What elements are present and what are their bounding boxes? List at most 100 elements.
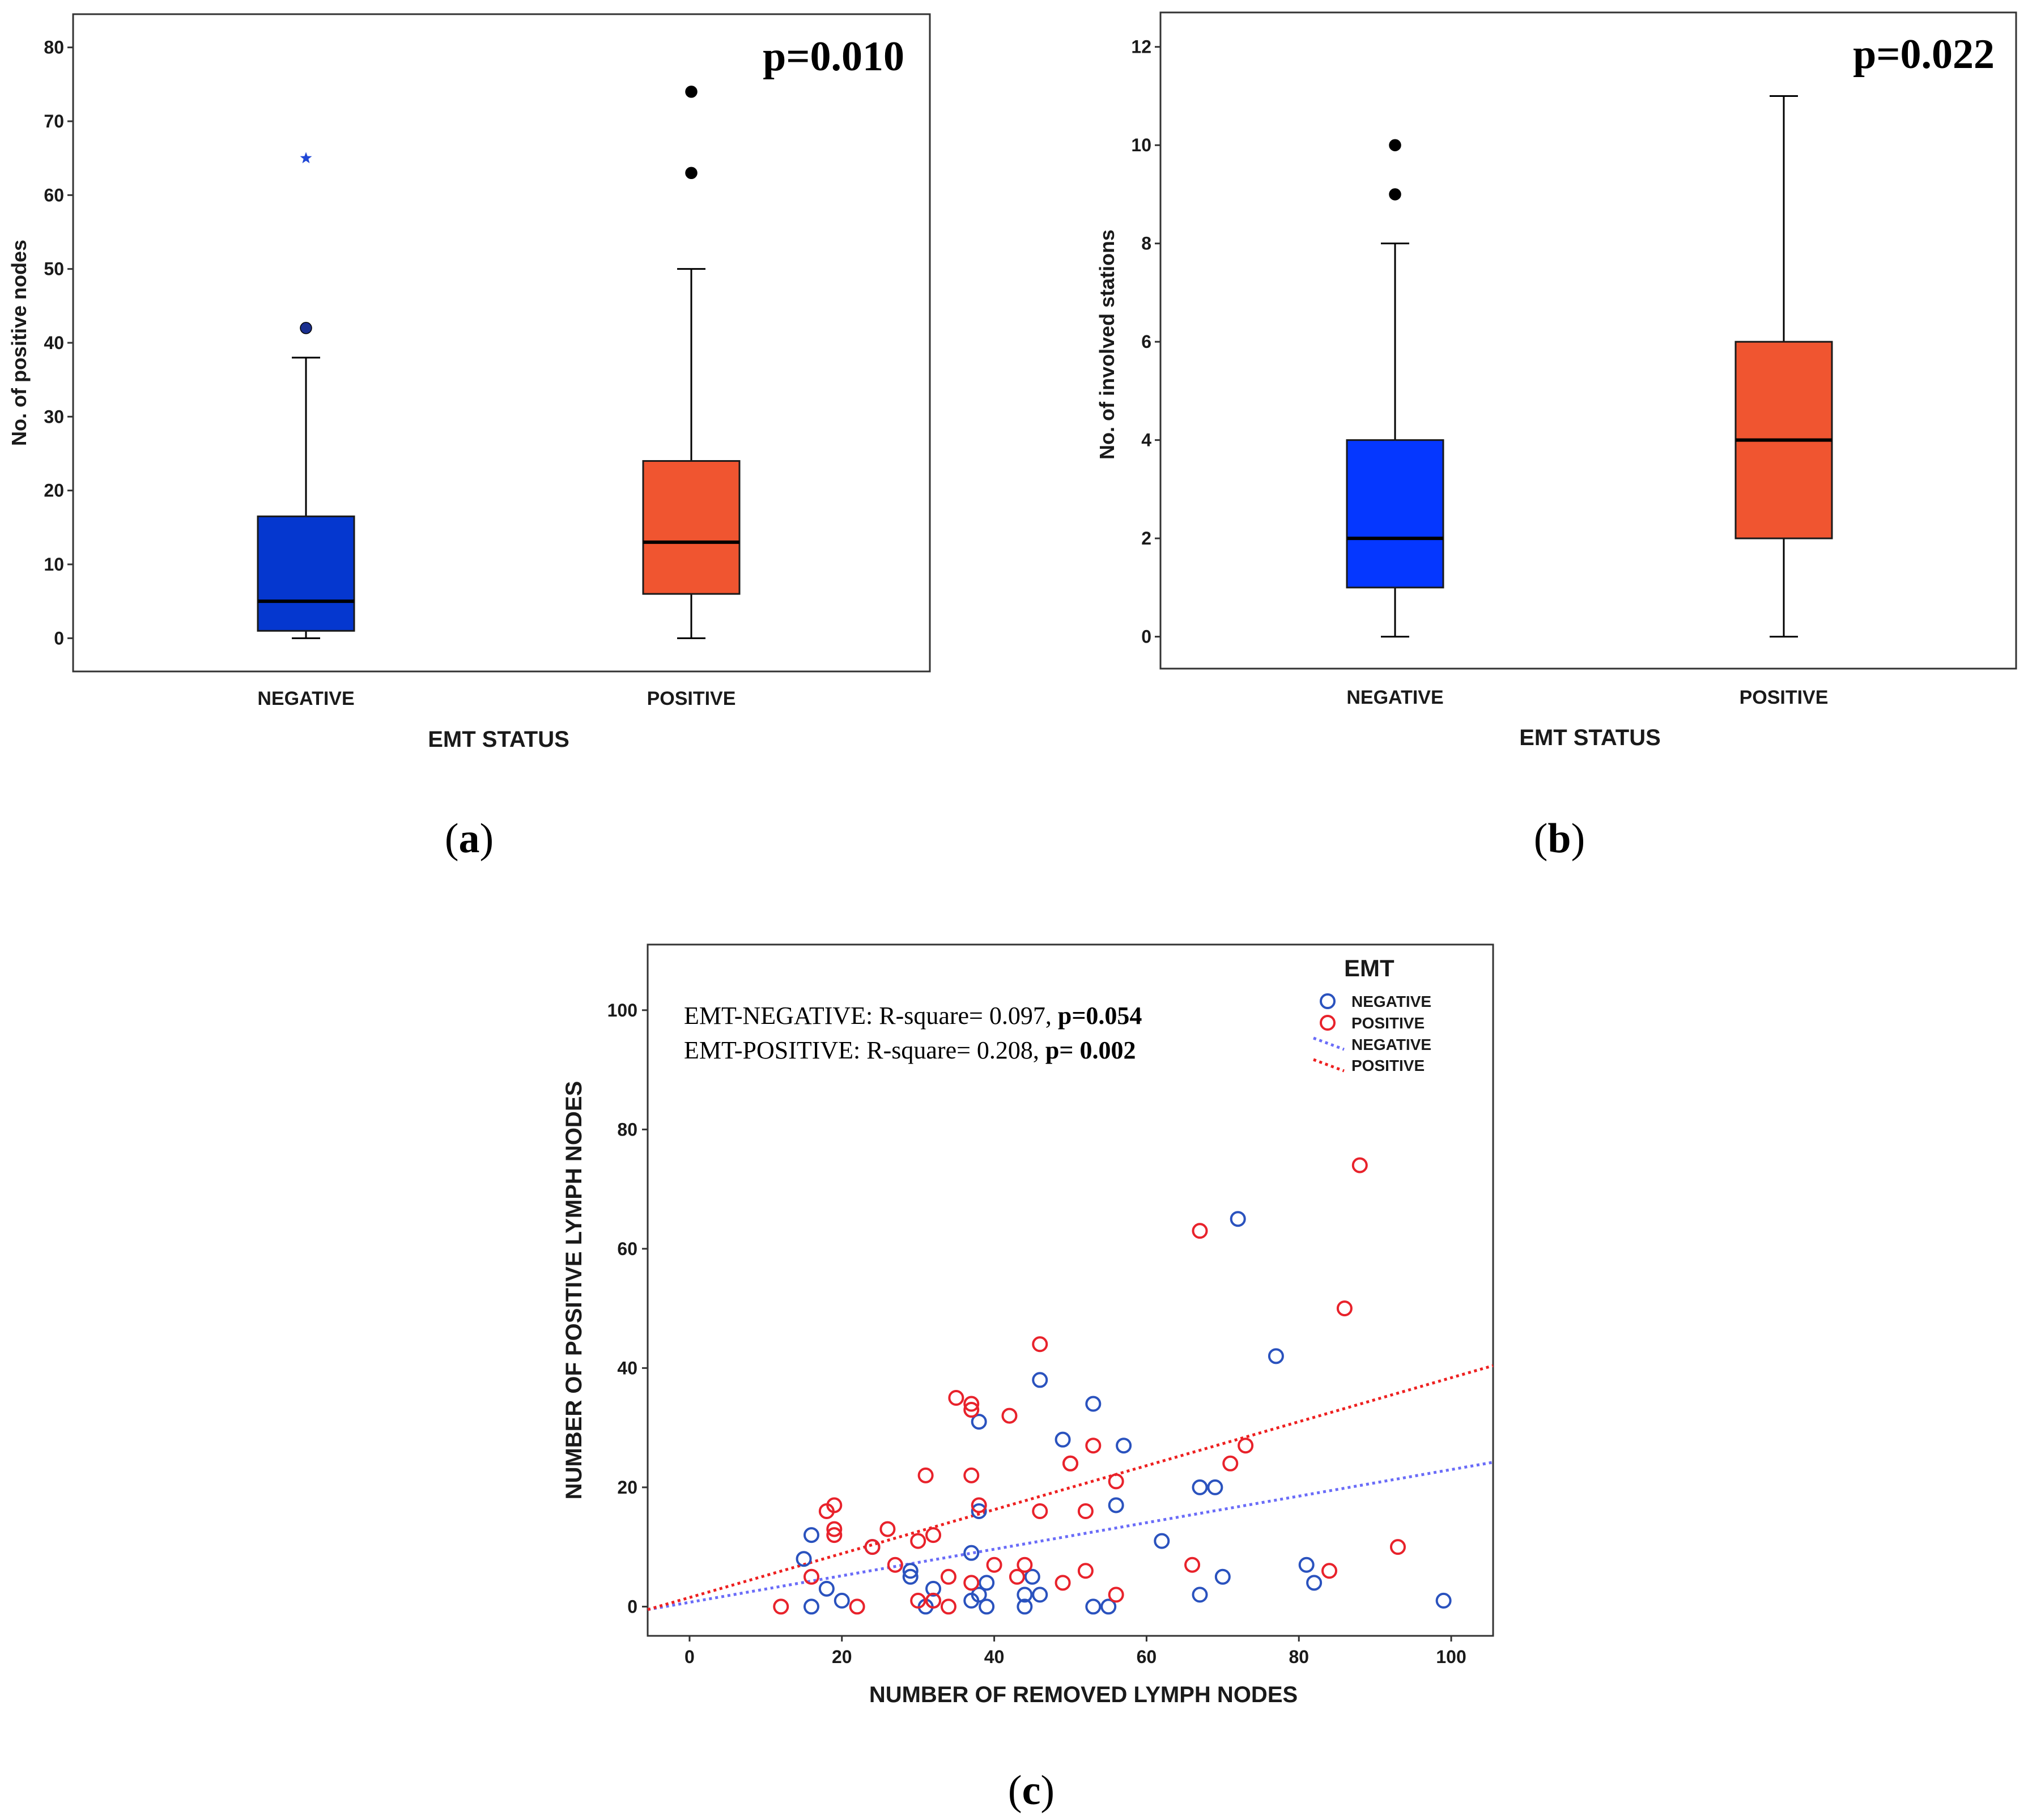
- panel-c-y-axis: 0 20 40 60 80 100: [607, 1000, 648, 1617]
- point-positive: [948, 1390, 964, 1406]
- panel-b-category-positive: POSITIVE: [1740, 687, 1829, 708]
- panel-b-negative-outlier: [1389, 139, 1401, 151]
- point-positive: [1009, 1568, 1025, 1585]
- point-positive: [1017, 1557, 1033, 1573]
- panel-a-label: (a): [445, 815, 494, 862]
- panel-a-y-tick-label: 70: [44, 111, 64, 131]
- point-positive: [1108, 1473, 1124, 1490]
- panel-a-positive-outlier: [685, 167, 698, 179]
- panel-b-chart: 0 2 4 6 8 10 12 NEGATIVE POSITIVE EMT STATUS N…: [1095, 11, 2017, 862]
- panel-b-y-tick-label: 4: [1141, 430, 1151, 450]
- panel-a-category-negative: NEGATIVE: [257, 688, 354, 709]
- point-positive: [1055, 1575, 1071, 1591]
- panel-a-y-tick-label: 40: [44, 333, 64, 353]
- point-negative: [1306, 1575, 1323, 1591]
- panel-b-y-axis-title: No. of involved stations: [1095, 229, 1119, 460]
- panel-b-y-tick-label: 10: [1131, 135, 1151, 155]
- point-positive: [1321, 1563, 1338, 1579]
- legend-title: EMT: [1344, 955, 1394, 981]
- panel-b-negative-outlier: [1389, 188, 1401, 201]
- panel-a-category-positive: POSITIVE: [647, 688, 736, 709]
- panel-c-legend: EMT NEGATIVE POSITIVE NEGATIVE POSITIVE: [1313, 955, 1431, 1074]
- legend-positive-line: [1313, 1058, 1345, 1073]
- panel-b-y-tick-label: 12: [1131, 37, 1151, 57]
- legend-positive-marker-label: POSITIVE: [1351, 1014, 1425, 1032]
- panel-a-y-axis: 0 10 20 30 40 50 60 70 80: [44, 37, 73, 648]
- panel-b-p-value: p=0.022: [1853, 31, 1995, 78]
- point-positive: [1032, 1336, 1048, 1353]
- point-positive: [826, 1527, 843, 1543]
- panel-c-frame: [647, 943, 1494, 1637]
- panel-a-y-axis-title: No. of positive nodes: [7, 240, 31, 446]
- point-negative: [1154, 1533, 1170, 1549]
- panel-c-y-tick-label: 0: [627, 1596, 637, 1617]
- point-positive: [963, 1396, 980, 1412]
- point-negative: [1108, 1497, 1124, 1513]
- point-negative: [1055, 1431, 1071, 1448]
- point-negative: [902, 1568, 919, 1585]
- point-negative: [971, 1503, 987, 1519]
- panel-b-x-axis-title: EMT STATUS: [1519, 725, 1661, 750]
- point-negative: [803, 1527, 819, 1543]
- panel-a-negative-extreme-outlier: [300, 152, 312, 164]
- panel-c-x-tick-label: 60: [1137, 1647, 1157, 1667]
- panel-c-x-tick-label: 40: [984, 1647, 1005, 1667]
- point-positive: [1192, 1223, 1208, 1239]
- point-negative: [963, 1545, 980, 1561]
- point-negative: [1024, 1568, 1040, 1585]
- panel-c-y-tick-label: 40: [617, 1358, 637, 1378]
- legend-positive-marker: [1320, 1015, 1336, 1031]
- point-positive: [1001, 1407, 1018, 1424]
- point-positive: [925, 1527, 942, 1543]
- panel-b-y-tick-label: 2: [1141, 528, 1151, 548]
- panel-c-y-tick-label: 60: [617, 1239, 637, 1259]
- panel-b-frame: [1159, 11, 2017, 670]
- point-negative: [1214, 1568, 1231, 1585]
- panel-c-y-tick-label: 20: [617, 1477, 637, 1498]
- point-positive: [1077, 1563, 1094, 1579]
- legend-negative-line-label: NEGATIVE: [1351, 1036, 1431, 1053]
- point-negative: [1017, 1598, 1033, 1615]
- point-positive: [986, 1557, 1002, 1573]
- panel-a-frame: [72, 13, 931, 673]
- point-negative: [1298, 1557, 1315, 1573]
- panel-a-negative-box: [257, 515, 355, 632]
- point-positive: [773, 1598, 789, 1615]
- point-positive: [1062, 1455, 1078, 1472]
- point-positive: [849, 1598, 865, 1615]
- point-positive: [963, 1467, 980, 1483]
- panel-a-y-tick-label: 50: [44, 259, 64, 279]
- legend-negative-line: [1313, 1036, 1345, 1051]
- point-positive: [1077, 1503, 1094, 1519]
- point-negative: [979, 1575, 995, 1591]
- panel-c-chart: 0 20 40 60 80 100 0 20 40 60 80 100 NUMBER OF REMO…: [562, 943, 1494, 1814]
- panel-a-chart: 0 10 20 30 40 50 60 70 80 NEGATIVE POSITIVE EMT …: [7, 13, 931, 862]
- point-positive: [940, 1598, 956, 1615]
- point-negative: [1192, 1587, 1208, 1603]
- panel-c-points: [773, 1157, 1452, 1615]
- panel-c-annotation-negative-p: p=0.054: [1058, 1002, 1142, 1030]
- point-negative: [1230, 1211, 1246, 1227]
- point-negative: [1085, 1396, 1102, 1412]
- point-negative: [1116, 1438, 1132, 1454]
- panel-b-y-axis: 0 2 4 6 8 10 12: [1131, 37, 1160, 647]
- panel-a-y-tick-label: 10: [44, 554, 64, 575]
- panel-c-annotation-positive-text: EMT-POSITIVE: R-square= 0.208,: [684, 1036, 1045, 1064]
- point-negative: [1207, 1479, 1223, 1495]
- point-positive: [1184, 1557, 1201, 1573]
- point-negative: [1435, 1592, 1452, 1609]
- panel-b-label: (b): [1534, 815, 1585, 862]
- panel-b-y-tick-label: 0: [1141, 627, 1151, 647]
- point-negative: [1268, 1348, 1284, 1364]
- panel-a-positive-outlier: [685, 86, 698, 98]
- panel-a-p-value: p=0.010: [763, 33, 904, 80]
- panel-c-x-axis: 0 20 40 60 80 100: [684, 1636, 1466, 1667]
- panel-a-y-tick-label: 20: [44, 480, 64, 501]
- point-positive: [1389, 1539, 1406, 1555]
- point-negative: [1100, 1598, 1117, 1615]
- legend-negative-marker-label: NEGATIVE: [1351, 993, 1431, 1010]
- panel-c-y-tick-label: 100: [607, 1000, 637, 1020]
- panel-a-letter: a: [459, 815, 480, 862]
- point-negative: [902, 1563, 919, 1579]
- point-positive: [1351, 1157, 1368, 1173]
